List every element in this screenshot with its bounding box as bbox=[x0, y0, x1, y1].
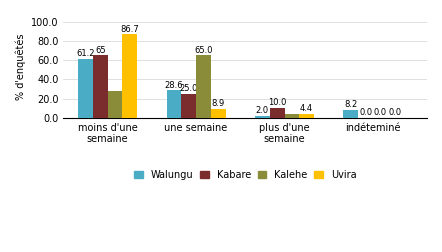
Text: 0.0: 0.0 bbox=[374, 108, 387, 117]
Bar bbox=[211, 109, 225, 118]
Text: 10.0: 10.0 bbox=[268, 98, 286, 107]
Bar bbox=[108, 91, 122, 118]
Bar bbox=[343, 110, 358, 118]
Text: 28.6: 28.6 bbox=[165, 80, 183, 89]
Text: 8.2: 8.2 bbox=[344, 100, 358, 109]
Text: 2.0: 2.0 bbox=[256, 106, 269, 115]
Text: 86.7: 86.7 bbox=[120, 25, 139, 34]
Text: 65.0: 65.0 bbox=[194, 46, 213, 55]
Text: 4.4: 4.4 bbox=[300, 104, 313, 113]
Text: 8.9: 8.9 bbox=[212, 100, 225, 108]
Text: 65: 65 bbox=[95, 46, 106, 55]
Bar bbox=[78, 59, 93, 118]
Bar bbox=[122, 35, 137, 118]
Bar bbox=[167, 90, 181, 118]
Legend: Walungu, Kabare, Kalehe, Uvira: Walungu, Kabare, Kalehe, Uvira bbox=[130, 166, 360, 183]
Text: 61.2: 61.2 bbox=[76, 49, 95, 58]
Text: 0.0: 0.0 bbox=[389, 108, 402, 117]
Bar bbox=[299, 113, 314, 118]
Bar bbox=[255, 116, 270, 118]
Bar bbox=[181, 94, 196, 118]
Y-axis label: % d'enquêtés: % d'enquêtés bbox=[15, 33, 26, 100]
Bar bbox=[93, 55, 108, 118]
Text: 25.0: 25.0 bbox=[179, 84, 198, 93]
Bar bbox=[196, 55, 211, 118]
Bar bbox=[285, 113, 299, 118]
Text: 0.0: 0.0 bbox=[359, 108, 372, 117]
Bar bbox=[270, 108, 285, 118]
